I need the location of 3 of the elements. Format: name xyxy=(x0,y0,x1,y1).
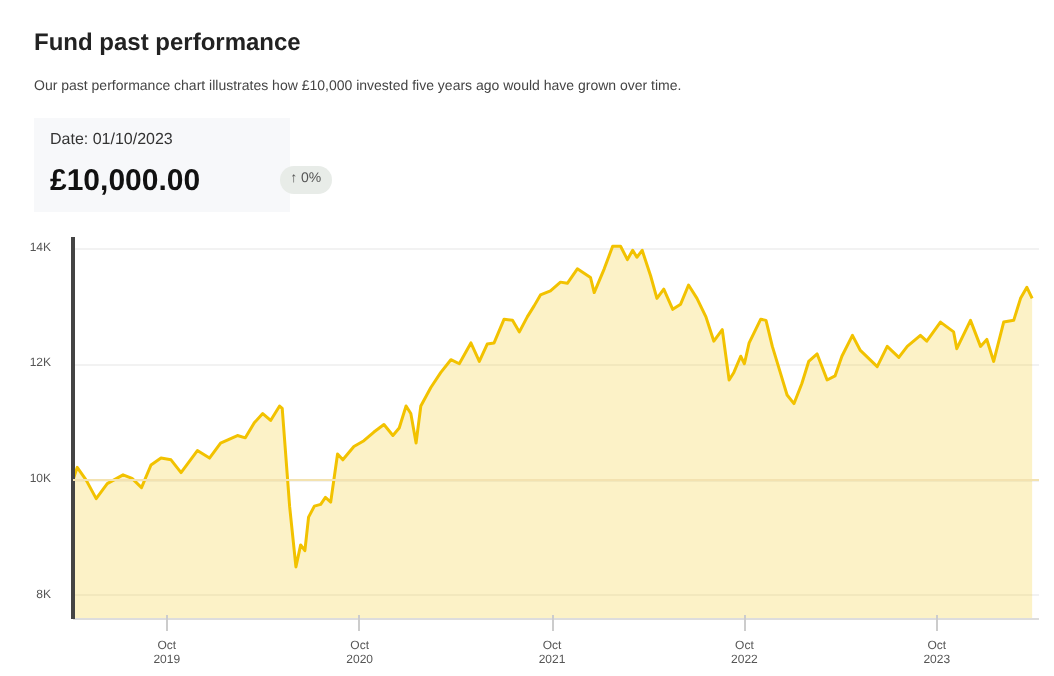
text: £10,000.00 xyxy=(50,161,201,202)
text: Date: 01/10/2023 xyxy=(50,128,175,152)
chart-title: Fund past performance xyxy=(34,26,303,60)
